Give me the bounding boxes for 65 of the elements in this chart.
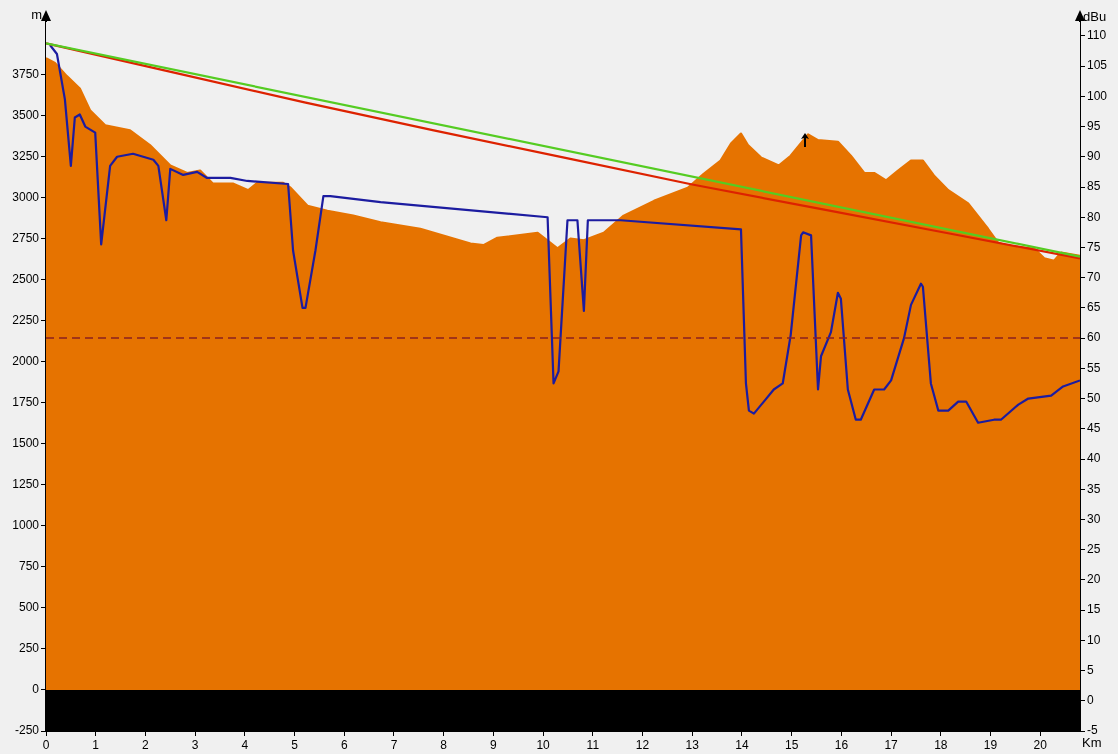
y-tick-label: -250	[14, 723, 40, 738]
y-tick-label: 3500	[12, 107, 40, 122]
y2-tick-label: 35	[1087, 481, 1101, 496]
y-tick-label: 750	[18, 559, 40, 574]
x-tick-label: 17	[884, 737, 899, 752]
x-tick-label: 15	[784, 737, 799, 752]
x-tick-label: 2	[142, 737, 150, 752]
x-tick-label: 1	[92, 737, 100, 752]
y2-tick-label: 100	[1087, 88, 1108, 103]
y2-tick-label: 5	[1087, 662, 1094, 677]
y-tick-label: 0	[32, 682, 40, 697]
y2-tick-label: 95	[1087, 118, 1101, 133]
y2-tick-label: 30	[1087, 511, 1101, 526]
x-tick-label: 12	[635, 737, 650, 752]
x-tick-label: 10	[536, 737, 551, 752]
x-tick-label: 14	[735, 737, 749, 752]
y-tick-label: 1750	[12, 395, 40, 410]
x-tick-label: 13	[685, 737, 700, 752]
y2-tick-label: 85	[1087, 179, 1101, 194]
x-tick-label: 0	[42, 737, 50, 752]
x-axis-title: Km	[1082, 735, 1102, 751]
x-tick-label: 18	[934, 737, 948, 752]
y-tick-label: 1500	[12, 436, 40, 451]
x-tick-label: 20	[1033, 737, 1048, 752]
y2-tick-label: 0	[1087, 693, 1094, 708]
y2-tick-label: 50	[1087, 390, 1101, 405]
x-tick-label: 9	[490, 737, 498, 752]
y2-tick-label: 65	[1087, 300, 1101, 315]
x-tick-label: 6	[340, 737, 348, 752]
y-tick-label: 2750	[12, 230, 40, 245]
x-tick-label: 5	[291, 737, 299, 752]
y-tick-label: 3250	[12, 148, 40, 163]
y2-tick-label: 15	[1087, 602, 1101, 617]
y2-axis-title: dBu	[1083, 9, 1107, 25]
x-tick-label: 19	[983, 737, 998, 752]
y-tick-label: 2250	[12, 313, 40, 328]
y2-tick-label: 20	[1087, 572, 1101, 587]
x-tick-label: 4	[241, 737, 249, 752]
y-tick-label: 2000	[12, 354, 40, 369]
y-tick-label: 1250	[12, 477, 40, 492]
y2-tick-label: 55	[1087, 360, 1101, 375]
x-tick-label: 7	[390, 737, 398, 752]
y2-tick-label: 40	[1087, 451, 1101, 466]
y-tick-label: 1000	[12, 518, 40, 533]
x-tick-label: 11	[586, 737, 600, 752]
y-axis-title: m	[31, 7, 42, 23]
y2-tick-label: 75	[1087, 239, 1101, 254]
y2-tick-label: 110	[1087, 28, 1107, 43]
y2-tick-label: 25	[1087, 541, 1101, 556]
y-tick-label: 2500	[12, 271, 40, 286]
y2-tick-label: 105	[1087, 58, 1108, 73]
y2-tick-label: 60	[1087, 330, 1101, 345]
x-tick-label: 3	[191, 737, 199, 752]
y2-tick-label: 80	[1087, 209, 1101, 224]
y-tick-label: 3000	[12, 189, 40, 204]
y-tick-label: 250	[18, 641, 40, 656]
y2-tick-label: 10	[1087, 632, 1101, 647]
x-tick-label: 16	[834, 737, 849, 752]
x-tick-label: 8	[440, 737, 448, 752]
y2-tick-label: 70	[1087, 269, 1101, 284]
y2-tick-label: -5	[1087, 723, 1098, 738]
y2-tick-label: 90	[1087, 149, 1101, 164]
y-tick-label: 500	[18, 600, 40, 615]
y-tick-label: 3750	[12, 66, 40, 81]
y2-tick-label: 45	[1087, 421, 1101, 436]
